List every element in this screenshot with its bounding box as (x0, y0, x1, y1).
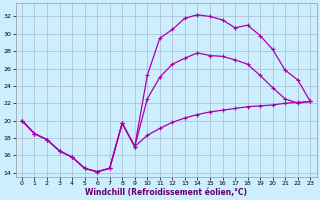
X-axis label: Windchill (Refroidissement éolien,°C): Windchill (Refroidissement éolien,°C) (85, 188, 247, 197)
